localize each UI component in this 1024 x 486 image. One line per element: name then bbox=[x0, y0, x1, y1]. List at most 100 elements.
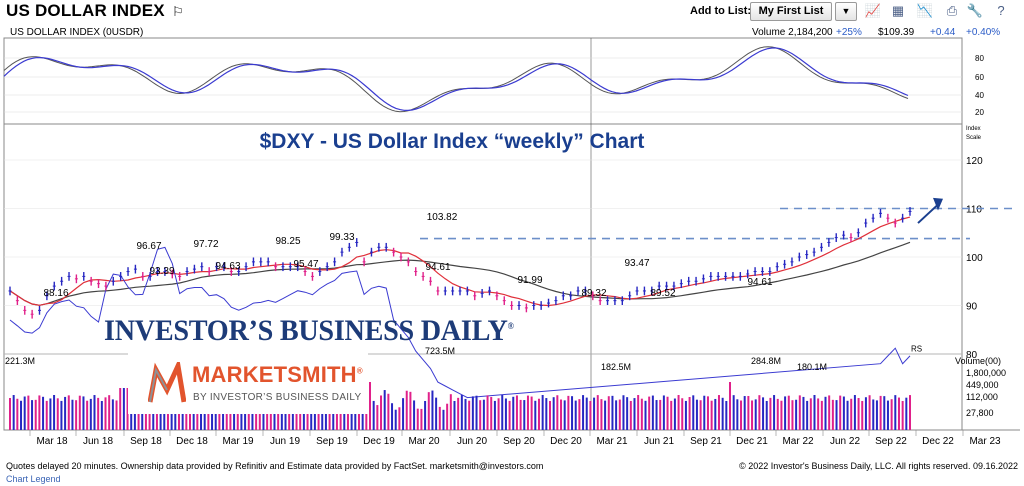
price-annotation: 94.61 bbox=[747, 277, 772, 288]
volume-bar bbox=[798, 395, 801, 430]
help-icon[interactable]: ? bbox=[997, 3, 1005, 18]
volume-bar bbox=[391, 403, 394, 430]
oscillator-main-line bbox=[3, 47, 909, 112]
x-tick-label: Sep 21 bbox=[690, 436, 722, 447]
volume-bar bbox=[222, 400, 225, 430]
volume-bar bbox=[380, 395, 383, 430]
volume-bar bbox=[501, 395, 504, 430]
x-tick-label: Mar 18 bbox=[36, 436, 68, 447]
volume-bar bbox=[571, 396, 574, 430]
x-tick-label: Sep 22 bbox=[875, 436, 907, 447]
volume-bar bbox=[909, 395, 911, 430]
price-annotation: 95.47 bbox=[293, 259, 318, 270]
list-select[interactable]: My First List bbox=[750, 2, 832, 21]
volume-bar bbox=[721, 397, 724, 430]
volume-bar bbox=[446, 403, 449, 430]
x-tick-label: Dec 18 bbox=[176, 436, 208, 447]
volume-bar bbox=[773, 395, 776, 430]
volume-bar bbox=[563, 400, 566, 430]
chart-legend-link[interactable]: Chart Legend bbox=[6, 474, 61, 484]
volume-bar bbox=[853, 395, 856, 430]
volume-bar bbox=[155, 400, 158, 430]
volume-bar bbox=[376, 405, 379, 430]
volume-bar bbox=[802, 396, 805, 430]
price-annotation: 98.25 bbox=[275, 236, 300, 247]
volume-bar bbox=[27, 395, 30, 430]
volume-bar bbox=[225, 398, 228, 430]
area-chart-icon[interactable]: 📉 bbox=[916, 3, 934, 18]
volume-bar bbox=[493, 400, 496, 430]
volume-bar bbox=[556, 395, 559, 430]
wrench-icon[interactable]: 🔧 bbox=[966, 3, 984, 18]
volume-bar bbox=[857, 398, 860, 430]
volume-bar bbox=[769, 397, 772, 430]
volume-bar bbox=[420, 408, 423, 430]
volume-bar bbox=[192, 398, 195, 430]
volume-bar bbox=[622, 395, 625, 430]
line-chart-icon[interactable]: 📈 bbox=[864, 3, 882, 18]
grid-icon[interactable]: ▦ bbox=[891, 3, 905, 18]
volume-bar bbox=[578, 399, 581, 430]
volume-bar bbox=[688, 396, 691, 430]
volume-bar bbox=[306, 399, 309, 430]
volume-annotation: 180.1M bbox=[797, 362, 827, 372]
volume-bar bbox=[736, 399, 739, 430]
volume-bar bbox=[828, 395, 831, 430]
volume-bar bbox=[640, 398, 643, 430]
volume-bar bbox=[479, 400, 482, 430]
volume-bar bbox=[108, 395, 111, 430]
volume-bar bbox=[545, 398, 548, 430]
flag-icon[interactable]: ⚐ bbox=[172, 4, 184, 19]
volume-bar bbox=[233, 398, 236, 430]
price-annotation: 93.39 bbox=[149, 266, 174, 277]
print-icon[interactable]: ⎙ bbox=[946, 3, 958, 18]
volume-bar bbox=[457, 397, 460, 430]
volume-annotation: 723.5M bbox=[425, 346, 455, 356]
volume-bar bbox=[97, 397, 100, 430]
volume-bar bbox=[372, 400, 375, 430]
volume-bar bbox=[886, 400, 889, 430]
volume-bar bbox=[394, 409, 397, 430]
price-annotation: 91.99 bbox=[517, 275, 542, 286]
volume-bar bbox=[497, 398, 500, 430]
change-readout: +0.44 bbox=[930, 27, 956, 38]
x-tick-label: Dec 21 bbox=[736, 436, 768, 447]
volume-bar bbox=[38, 395, 41, 430]
volume-bar bbox=[512, 396, 515, 430]
page-title: US DOLLAR INDEX bbox=[6, 1, 165, 20]
oscillator-tick: 80 bbox=[975, 54, 984, 63]
volume-bar bbox=[181, 400, 184, 430]
volume-bar bbox=[644, 400, 647, 430]
volume-bar bbox=[475, 395, 478, 430]
volume-scale-label: 1,800,000 bbox=[966, 368, 1006, 378]
volume-bar bbox=[424, 400, 427, 430]
volume-bar bbox=[75, 400, 78, 430]
x-tick-label: Mar 22 bbox=[782, 436, 814, 447]
volume-bar bbox=[751, 400, 754, 430]
volume-bar bbox=[574, 400, 577, 430]
volume-bar bbox=[633, 398, 636, 430]
chevron-down-icon[interactable]: ▼ bbox=[835, 2, 857, 21]
volume-bar bbox=[471, 396, 474, 430]
volume-bar bbox=[596, 395, 599, 430]
price-annotation: 94.63 bbox=[215, 261, 240, 272]
price-annotation: 89.52 bbox=[650, 288, 675, 299]
volume-scale-label: 112,000 bbox=[966, 392, 998, 402]
volume-bar bbox=[537, 398, 540, 430]
y-tick-label: 100 bbox=[966, 253, 983, 264]
volume-bar bbox=[12, 395, 15, 430]
oscillator-tick: 20 bbox=[975, 108, 984, 117]
volume-bar bbox=[526, 395, 529, 430]
volume-bar bbox=[549, 400, 551, 430]
volume-bar bbox=[64, 396, 67, 430]
volume-bar bbox=[288, 399, 291, 430]
volume-bar bbox=[729, 382, 731, 430]
volume-bar bbox=[16, 398, 19, 430]
price-annotation: 97.72 bbox=[193, 239, 218, 250]
x-tick-label: Mar 21 bbox=[596, 436, 628, 447]
volume-bar bbox=[23, 396, 26, 430]
volume-bar bbox=[817, 398, 820, 430]
volume-bar bbox=[247, 399, 250, 430]
oscillator-tick: 60 bbox=[975, 73, 984, 82]
volume-bar bbox=[655, 400, 658, 430]
